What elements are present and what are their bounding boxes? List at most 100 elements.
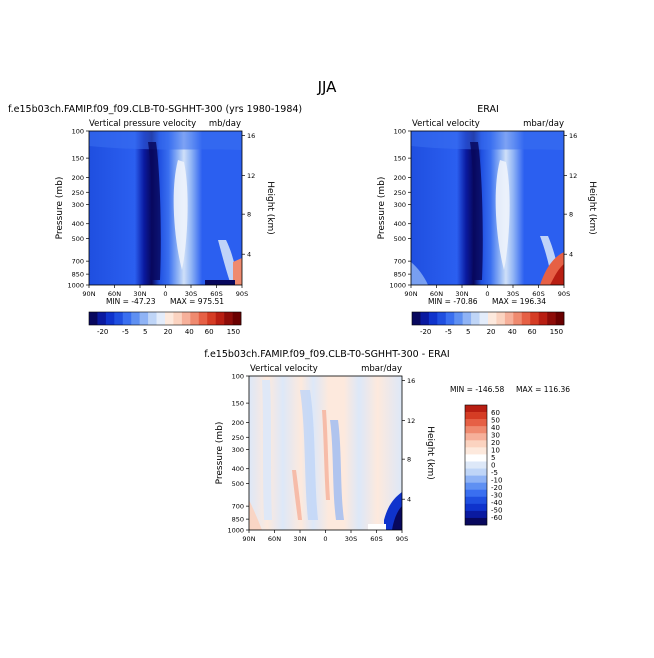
colorbar-swatch <box>465 496 487 505</box>
y2-tick-label: 4 <box>247 251 251 259</box>
y-tick-label: 500 <box>232 480 244 488</box>
panel-model-title: f.e15b03ch.FAMIP.f09_f09.CLB-T0-SGHHT-30… <box>8 104 302 115</box>
panel-diff-min: MIN = -146.58 <box>450 385 505 394</box>
colorbar-swatch <box>465 440 487 448</box>
y-tick-label: 200 <box>232 419 244 427</box>
y2-tick-label: 16 <box>407 377 415 385</box>
colorbar-label: -20 <box>420 328 431 336</box>
y-tick-label: 850 <box>72 271 84 279</box>
colorbar-swatch <box>156 312 166 325</box>
colorbar-label: 20 <box>491 439 500 447</box>
panel-erai-feature-descent-core <box>470 142 483 280</box>
y-tick-label: 850 <box>394 271 406 279</box>
panel-erai: ERAI Vertical velocity mbar/day Pressure… <box>377 104 597 336</box>
y-tick-label: 100 <box>394 128 406 136</box>
colorbar-swatch <box>465 517 487 526</box>
panel-erai-min: MIN = -70.86 <box>428 297 478 306</box>
colorbar-swatch <box>148 312 157 325</box>
panel-erai-title: ERAI <box>477 104 499 115</box>
colorbar-label: 150 <box>550 328 563 336</box>
x-tick-label: 60S <box>532 290 544 298</box>
colorbar-swatch <box>471 312 480 325</box>
panel-model-plot-area <box>88 130 243 286</box>
colorbar-swatch <box>114 312 124 325</box>
figure-title: JJA <box>317 78 338 96</box>
panel-diff-feature-blue-column-3 <box>330 420 344 520</box>
x-tick-label: 90N <box>82 290 95 298</box>
colorbar-swatch <box>454 312 463 325</box>
colorbar-swatch <box>465 426 487 434</box>
colorbar-label: 150 <box>227 328 240 336</box>
colorbar-swatch <box>465 412 487 420</box>
panel-erai-plot-area <box>410 130 565 286</box>
x-tick-label: 30S <box>345 535 357 543</box>
colorbar-swatch <box>122 312 132 325</box>
panel-model-max: MAX = 975.51 <box>170 297 224 306</box>
colorbar-swatch <box>465 510 487 519</box>
colorbar-label: 60 <box>205 328 214 336</box>
colorbar-swatch <box>555 312 565 325</box>
panel-erai-feature-nh-surface <box>411 262 428 285</box>
y-tick-label: 1000 <box>389 282 406 290</box>
x-tick-label: 30N <box>293 535 306 543</box>
panel-diff-y2label: Height (km) <box>425 426 435 480</box>
colorbar-swatch <box>139 312 149 325</box>
panel-model-feature-surface-max <box>233 258 242 285</box>
y2-tick-label: 16 <box>569 132 577 140</box>
colorbar-swatch <box>521 312 531 325</box>
panel-diff-max: MAX = 116.36 <box>516 385 570 394</box>
colorbar-swatch <box>105 312 115 325</box>
colorbar-label: 50 <box>491 417 500 425</box>
colorbar-frame <box>464 404 488 526</box>
colorbar-swatch <box>465 503 487 512</box>
panel-diff-feature-sh-negative-core <box>392 506 402 530</box>
colorbar-label: -30 <box>491 492 502 500</box>
y2-tick-label: 8 <box>407 456 411 464</box>
x-tick-label: 60S <box>210 290 222 298</box>
panel-erai-right-label: mbar/day <box>523 119 564 129</box>
panel-model-y2label: Height (km) <box>265 181 275 235</box>
y-tick-label: 500 <box>394 235 406 243</box>
colorbar-swatch <box>530 312 539 325</box>
panel-model-feature-ascent-core <box>173 160 188 270</box>
panel-model-right-label: mb/day <box>209 119 241 129</box>
colorbar-swatch <box>465 419 487 427</box>
y-tick-label: 400 <box>72 220 84 228</box>
x-tick-label: 60S <box>370 535 382 543</box>
colorbar-swatch <box>465 454 487 462</box>
colorbar-label: 20 <box>487 328 496 336</box>
colorbar-swatch <box>437 312 447 325</box>
colorbar-label: 5 <box>143 328 147 336</box>
colorbar-frame <box>88 311 242 326</box>
colorbar-label: 40 <box>185 328 194 336</box>
y-tick-label: 300 <box>232 446 244 454</box>
colorbar-swatch <box>412 312 421 325</box>
colorbar-swatch <box>479 312 489 325</box>
panel-model-ylabel: Pressure (mb) <box>55 177 65 240</box>
colorbar-swatch <box>420 312 430 325</box>
panel-diff-right-label: mbar/day <box>361 364 402 374</box>
panel-erai-ylabel: Pressure (mb) <box>377 177 387 240</box>
colorbar-label: -20 <box>97 328 108 336</box>
panel-erai-field <box>411 131 564 285</box>
panel-diff-feature-blue-column-2 <box>300 390 318 520</box>
panel-diff-surface-strip <box>368 524 386 530</box>
colorbar-swatch <box>207 312 216 325</box>
y-tick-label: 400 <box>232 465 244 473</box>
colorbar-label: 5 <box>466 328 470 336</box>
colorbar-swatch <box>504 312 514 325</box>
x-tick-label: 90N <box>242 535 255 543</box>
colorbar-swatch <box>190 312 200 325</box>
colorbar-swatch <box>165 312 174 325</box>
colorbar-swatch <box>232 312 242 325</box>
colorbar-swatch <box>465 482 487 491</box>
panel-diff-feature-blue-column-1 <box>262 380 272 520</box>
y2-tick-label: 4 <box>569 251 573 259</box>
panel-erai-y2label: Height (km) <box>587 181 597 235</box>
y-tick-label: 700 <box>72 258 84 266</box>
colorbar-swatch <box>445 312 455 325</box>
x-tick-label: 60N <box>430 290 443 298</box>
x-tick-label: 30N <box>455 290 468 298</box>
panel-model-upper-band <box>89 131 242 150</box>
